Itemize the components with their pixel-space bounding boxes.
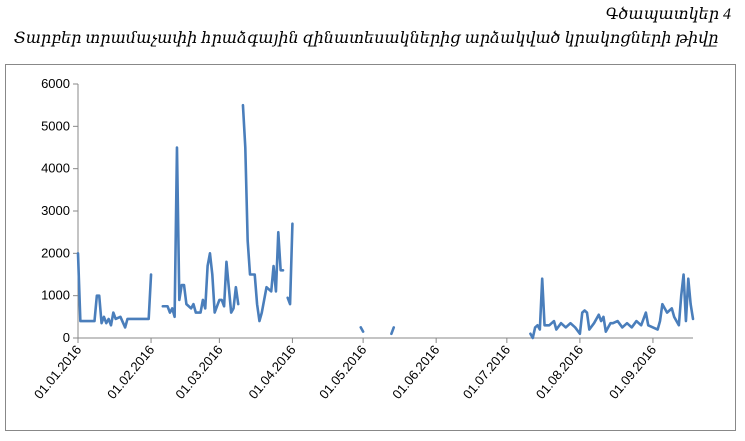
data-line	[161, 146, 240, 319]
x-tick-label: 01.09.2016	[606, 342, 659, 401]
data-line	[286, 222, 294, 306]
data-line	[76, 252, 153, 329]
x-tick-label: 01.08.2016	[533, 342, 586, 401]
x-tick-label: 01.02.2016	[104, 342, 157, 401]
data-line	[390, 326, 396, 336]
data-line	[529, 273, 695, 340]
y-tick-label: 6000	[41, 76, 70, 91]
x-tick-label: 01.05.2016	[316, 342, 369, 401]
x-tick-label: 01.07.2016	[460, 342, 513, 401]
y-tick-label: 0	[63, 330, 70, 345]
x-tick-label: 01.03.2016	[172, 342, 225, 401]
x-tick-label: 01.04.2016	[245, 342, 298, 401]
x-tick-label: 01.01.2016	[31, 342, 84, 401]
chart-title: Տարբեր տրամաչափի հրաձգային զինատեսակների…	[14, 30, 719, 47]
data-line	[241, 103, 285, 323]
figure-label: Գծապատկեր 4	[605, 6, 731, 23]
data-line	[359, 326, 365, 333]
y-tick-label: 1000	[41, 288, 70, 303]
y-tick-label: 4000	[41, 161, 70, 176]
y-tick-label: 3000	[41, 203, 70, 218]
y-tick-label: 2000	[41, 245, 70, 260]
y-tick-label: 5000	[41, 118, 70, 133]
chart-frame	[5, 64, 736, 431]
x-tick-label: 01.06.2016	[389, 342, 442, 401]
